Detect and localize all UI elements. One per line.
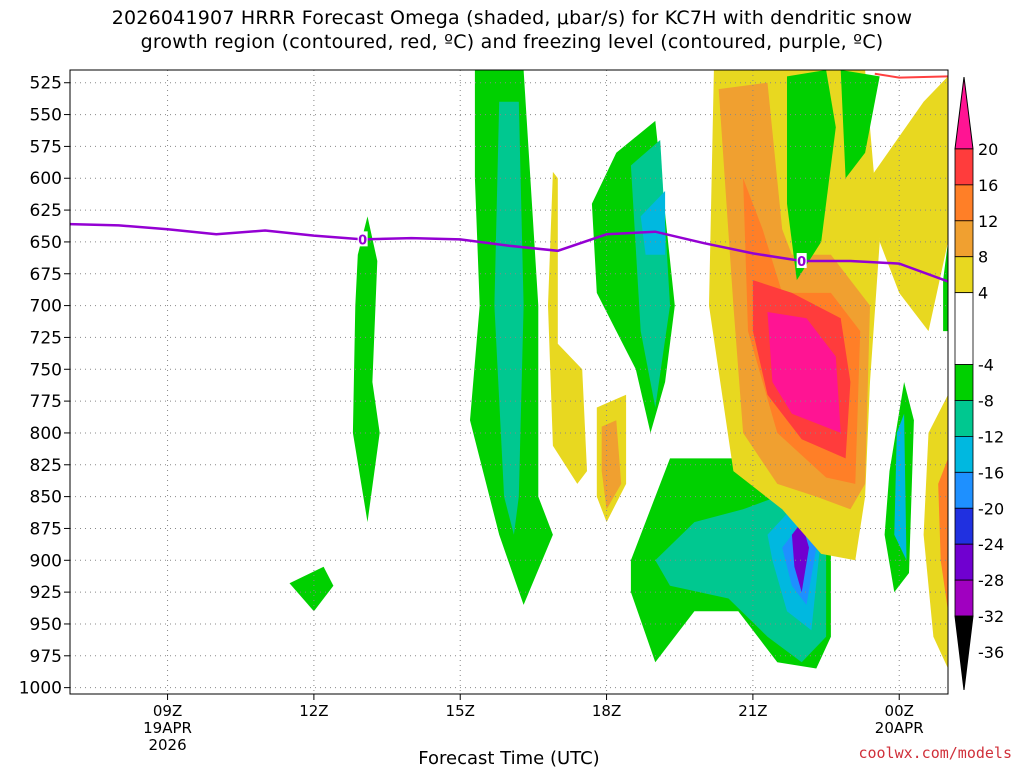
colorbar-label-8: 8: [978, 248, 988, 267]
colorbar-label-20: 20: [978, 140, 998, 159]
colorbar-bin--4: [954, 292, 974, 365]
y-tick-label-975: 975: [30, 647, 62, 667]
y-tick-label-1000: 1000: [19, 679, 62, 699]
colorbar-bin--28: [954, 543, 974, 581]
colorbar-label-4: 4: [978, 284, 988, 303]
omega-region-19: [767, 312, 841, 433]
colorbar-label--28: -28: [978, 571, 1004, 590]
omega-shading: [289, 70, 948, 669]
colorbar-bin-16: [954, 148, 974, 186]
colorbar-label--32: -32: [978, 607, 1004, 626]
colorbar-label-16: 16: [978, 176, 998, 195]
y-axis: 525 550 575 600 625 650 675 700 725 750 775 800 825 8…: [19, 74, 70, 699]
colorbar-bin--24: [954, 507, 974, 545]
x-tick-label-21Z: 21Z: [738, 702, 767, 720]
y-tick-label-675: 675: [30, 265, 62, 285]
y-tick-label-575: 575: [30, 137, 62, 157]
grid: [70, 70, 948, 694]
omega-region-1: [289, 566, 334, 612]
y-tick-label-725: 725: [30, 328, 62, 348]
chart-title: 2026041907 HRRR Forecast Omega (shaded, …: [0, 6, 1024, 54]
y-tick-label-550: 550: [30, 106, 62, 126]
omega-region-27: [943, 241, 948, 332]
y-tick-label-775: 775: [30, 392, 62, 412]
colorbar-bin--12: [954, 400, 974, 437]
chart-title-line-1: 2026041907 HRRR Forecast Omega (shaded, …: [111, 7, 913, 29]
omega-region-6: [601, 420, 622, 510]
omega-region-14: [791, 522, 809, 593]
colorbar-bin--20: [954, 471, 974, 509]
y-tick-label-825: 825: [30, 456, 62, 476]
colorbar-label-12: 12: [978, 212, 998, 231]
y-tick-label-850: 850: [30, 488, 62, 508]
freezing-level-label-0: 0: [358, 233, 367, 248]
colorbar: 20 16 12 8 4 -4 -8 -12 -16 -20 -24 -28 -32 -36: [954, 76, 1004, 691]
x-tick-date-00Z: 20APR: [875, 719, 924, 737]
y-tick-label-750: 750: [30, 360, 62, 380]
omega-region-4: [548, 171, 587, 484]
dendritic-growth-contour: [874, 72, 948, 79]
x-tick-label-15Z: 15Z: [446, 702, 475, 720]
colorbar-label--20: -20: [978, 499, 1004, 518]
colorbar-bottom-arrow: [954, 615, 974, 691]
omega-region-20: [787, 70, 836, 281]
y-tick-label-875: 875: [30, 519, 62, 539]
y-tick-label-925: 925: [30, 583, 62, 603]
y-tick-label-900: 900: [30, 551, 62, 571]
colorbar-label--16: -16: [978, 463, 1004, 482]
colorbar-label--36: -36: [978, 643, 1004, 662]
colorbar-bin--16: [954, 435, 974, 473]
colorbar-label--4: -4: [978, 356, 994, 375]
colorbar-bin--32: [954, 579, 974, 617]
y-tick-label-525: 525: [30, 74, 62, 94]
colorbar-bin-8: [954, 220, 974, 258]
x-tick-label-00Z: 00Z: [885, 702, 914, 720]
freezing-label-bg-0: [357, 231, 368, 247]
freezing-label-bg-1: [796, 253, 807, 269]
x-tick-date-09Z: 19APR: [143, 719, 192, 737]
y-tick-label-800: 800: [30, 424, 62, 444]
plot-frame: [69, 69, 949, 695]
x-axis-title: Forecast Time (UTC): [418, 748, 599, 768]
omega-region-0: [352, 216, 380, 523]
colorbar-bin--8: [954, 364, 974, 401]
x-tick-label-12Z: 12Z: [299, 702, 328, 720]
x-tick-year-09Z: 2026: [148, 736, 186, 754]
colorbar-label--24: -24: [978, 535, 1004, 554]
x-tick-label-09Z: 09Z: [153, 702, 182, 720]
y-tick-label-600: 600: [30, 169, 62, 189]
y-tick-label-625: 625: [30, 201, 62, 221]
omega-region-25: [923, 394, 948, 669]
colorbar-bin-4: [954, 256, 974, 294]
chart-title-line-2: growth region (contoured, red, ºC) and f…: [140, 31, 884, 53]
omega-region-21: [840, 70, 880, 179]
freezing-level-label-1: 0: [797, 255, 806, 270]
y-tick-label-650: 650: [30, 233, 62, 253]
omega-region-24: [870, 76, 948, 332]
omega-region-3: [494, 101, 524, 535]
colorbar-label--12: -12: [978, 427, 1004, 446]
omega-region-23: [894, 413, 907, 561]
omega-region-9: [640, 191, 666, 255]
colorbar-top-arrow: [954, 76, 974, 150]
y-tick-label-950: 950: [30, 615, 62, 635]
site-credit: coolwx.com/models: [858, 744, 1012, 762]
colorbar-bin-12: [954, 184, 974, 222]
x-tick-label-18Z: 18Z: [592, 702, 621, 720]
colorbar-label--8: -8: [978, 391, 994, 410]
y-tick-label-700: 700: [30, 297, 62, 317]
